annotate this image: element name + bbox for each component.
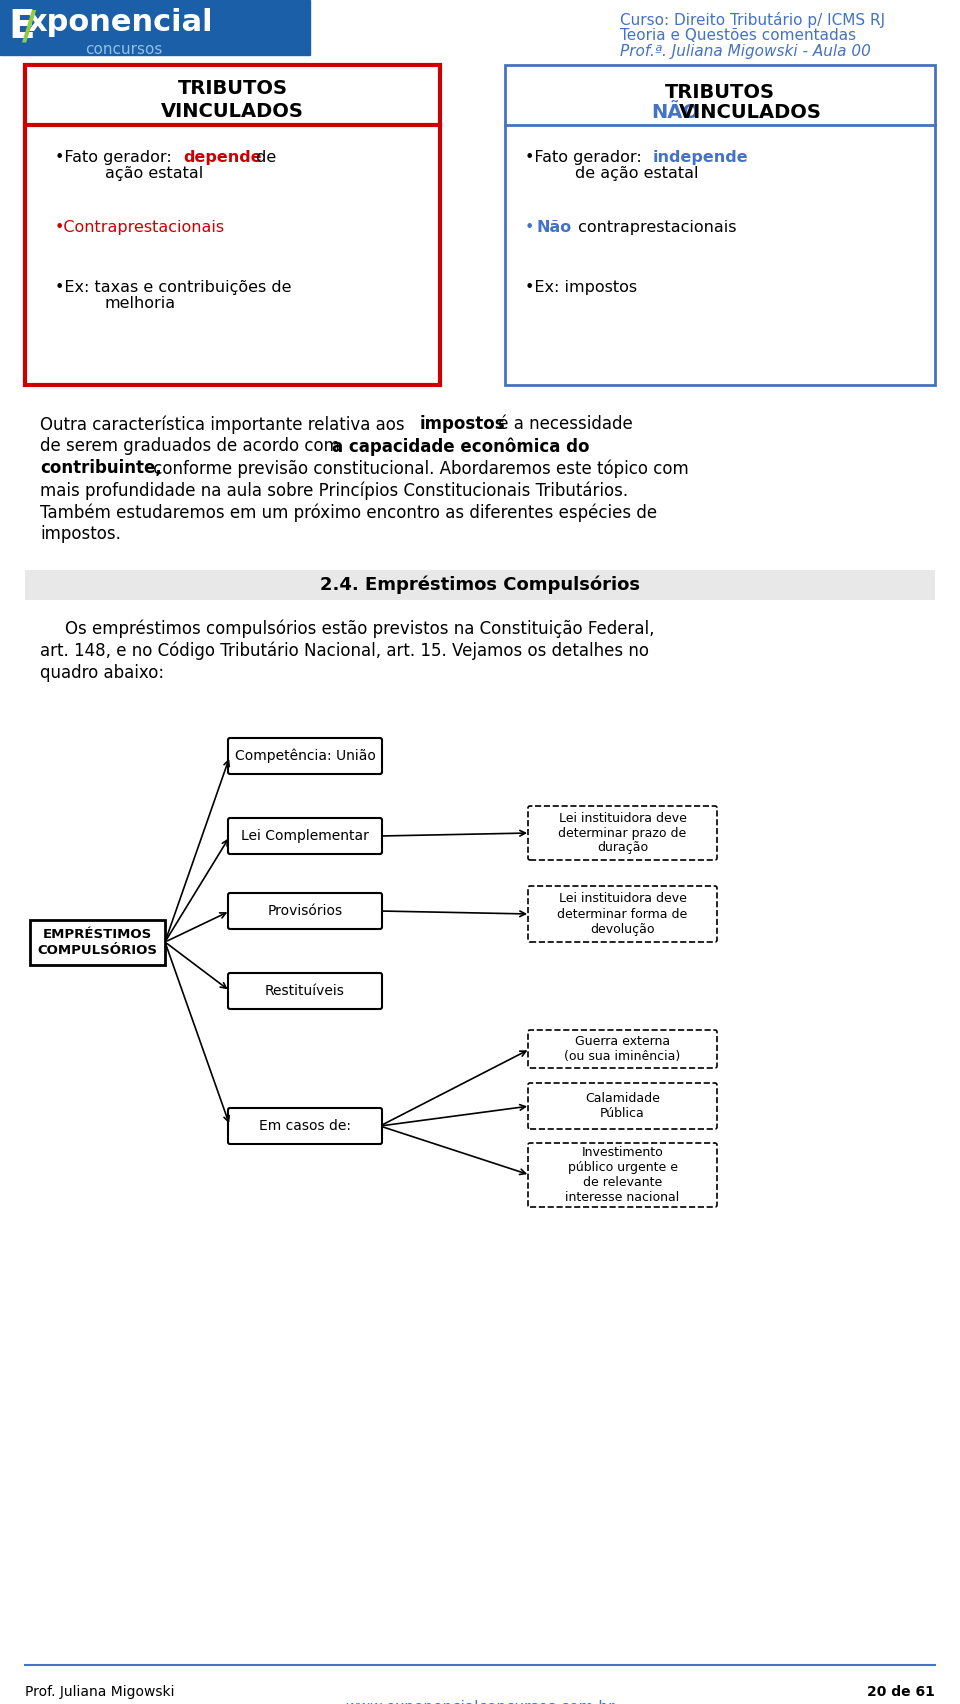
FancyBboxPatch shape [528,886,717,942]
Text: EMPRÉSTIMOS
COMPULSÓRIOS: EMPRÉSTIMOS COMPULSÓRIOS [37,927,157,956]
Text: Calamidade
Pública: Calamidade Pública [585,1092,660,1120]
Text: Em casos de:: Em casos de: [259,1120,351,1133]
Text: VINCULADOS: VINCULADOS [679,102,822,121]
FancyBboxPatch shape [228,738,382,774]
Text: de serem graduados de acordo com: de serem graduados de acordo com [40,436,346,455]
Text: •Fato gerador:: •Fato gerador: [55,150,177,165]
FancyBboxPatch shape [228,893,382,929]
Text: melhoria: melhoria [105,296,176,312]
Text: a capacidade econômica do: a capacidade econômica do [332,436,589,455]
Text: conforme previsão constitucional. Abordaremos este tópico com: conforme previsão constitucional. Aborda… [148,458,688,477]
Text: Não: Não [537,220,572,235]
Text: ação estatal: ação estatal [105,165,204,181]
Text: independe: independe [653,150,749,165]
FancyBboxPatch shape [528,1084,717,1130]
Text: contribuinte,: contribuinte, [40,458,161,477]
Text: Teoria e Questões comentadas: Teoria e Questões comentadas [620,27,856,43]
Text: de ação estatal: de ação estatal [575,165,699,181]
Text: Lei instituidora deve
determinar prazo de
duração: Lei instituidora deve determinar prazo d… [559,811,686,854]
Text: concursos: concursos [85,43,162,56]
Text: www.exponencialconcursos.com.br: www.exponencialconcursos.com.br [346,1701,614,1704]
Text: Prof. Juliana Migowski: Prof. Juliana Migowski [25,1685,175,1699]
Text: Guerra externa
(ou sua iminência): Guerra externa (ou sua iminência) [564,1034,681,1063]
Text: TRIBUTOS: TRIBUTOS [665,83,775,102]
FancyBboxPatch shape [528,1029,717,1068]
Text: •Ex: impostos: •Ex: impostos [525,279,637,295]
Text: Restituíveis: Restituíveis [265,983,345,999]
Bar [25,65,440,385]
FancyBboxPatch shape [528,1143,717,1206]
Text: de: de [251,150,276,165]
Text: art. 148, e no Código Tributário Nacional, art. 15. Vejamos os detalhes no: art. 148, e no Código Tributário Naciona… [40,642,649,661]
Text: Prof.ª. Juliana Migowski - Aula 00: Prof.ª. Juliana Migowski - Aula 00 [620,44,871,60]
Text: Outra característica importante relativa aos: Outra característica importante relativa… [40,416,410,433]
Text: •Contraprestacionais: •Contraprestacionais [55,220,226,235]
Text: impostos.: impostos. [40,525,121,544]
Text: Lei Complementar: Lei Complementar [241,830,369,843]
Text: Provisórios: Provisórios [268,905,343,918]
Text: depende: depende [183,150,262,165]
Bar [0,0,310,55]
Text: Lei instituidora deve
determinar forma de
devolução: Lei instituidora deve determinar forma d… [558,893,687,935]
Text: 20 de 61: 20 de 61 [867,1685,935,1699]
Bar [505,65,935,385]
Bar [25,571,935,600]
Text: Competência: União: Competência: União [234,748,375,763]
FancyBboxPatch shape [228,973,382,1009]
Text: mais profundidade na aula sobre Princípios Constitucionais Tributários.: mais profundidade na aula sobre Princípi… [40,481,628,499]
Text: impostos: impostos [420,416,506,433]
Text: Investimento
público urgente e
de relevante
interesse nacional: Investimento público urgente e de releva… [565,1147,680,1205]
Text: Também estudaremos em um próximo encontro as diferentes espécies de: Também estudaremos em um próximo encontr… [40,503,658,521]
Text: •: • [525,220,535,235]
Text: contraprestacionais: contraprestacionais [573,220,736,235]
Text: •Fato gerador:: •Fato gerador: [525,150,647,165]
Text: •Ex: taxas e contribuições de: •Ex: taxas e contribuições de [55,279,292,295]
Text: quadro abaixo:: quadro abaixo: [40,665,164,682]
Text: TRIBUTOS
VINCULADOS: TRIBUTOS VINCULADOS [161,78,304,121]
Text: é a necessidade: é a necessidade [493,416,633,433]
Text: E: E [8,9,35,46]
Text: /: / [22,9,36,46]
Text: Os empréstimos compulsórios estão previstos na Constituição Federal,: Os empréstimos compulsórios estão previs… [65,620,655,639]
FancyBboxPatch shape [228,1108,382,1143]
Text: NÃO: NÃO [651,102,699,121]
FancyBboxPatch shape [528,806,717,861]
Text: Curso: Direito Tributário p/ ICMS RJ: Curso: Direito Tributário p/ ICMS RJ [620,12,885,27]
Text: 2.4. Empréstimos Compulsórios: 2.4. Empréstimos Compulsórios [320,576,640,595]
FancyBboxPatch shape [228,818,382,854]
Text: xponencial: xponencial [28,9,214,37]
Bar [30,920,165,964]
